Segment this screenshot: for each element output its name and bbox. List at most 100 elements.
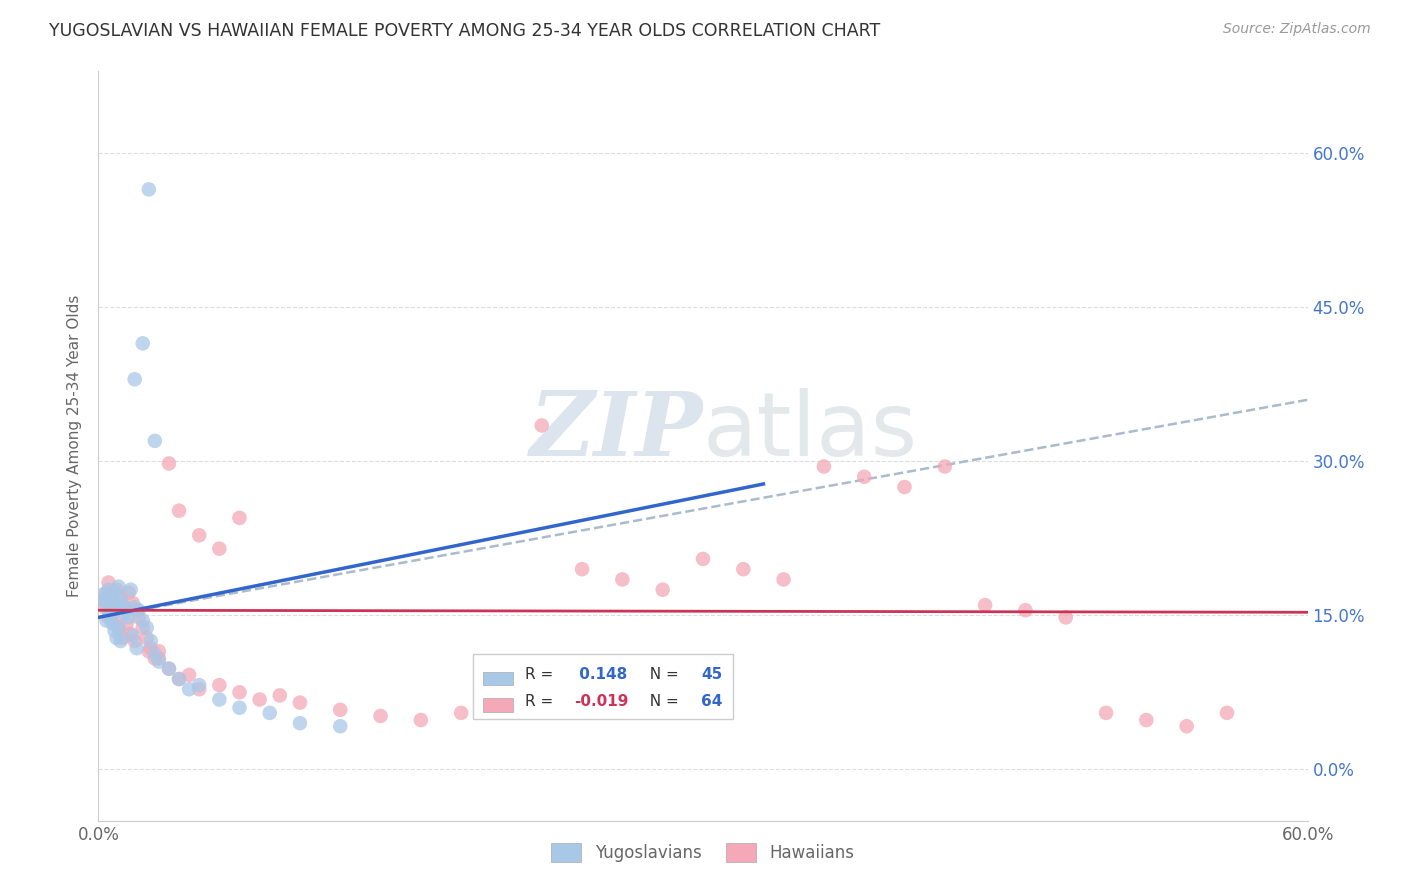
Point — [128, 610, 150, 624]
Point — [111, 598, 134, 612]
Point — [934, 459, 956, 474]
Point — [93, 600, 115, 615]
Point — [107, 580, 129, 594]
Legend: Yugoslavians, Hawaiians: Yugoslavians, Hawaiians — [544, 836, 862, 869]
Point — [128, 603, 150, 617]
Point — [1175, 719, 1198, 733]
Point — [101, 616, 124, 631]
Point — [132, 336, 155, 351]
Point — [188, 678, 211, 692]
Point — [208, 692, 231, 706]
Point — [409, 713, 432, 727]
Point — [1014, 603, 1036, 617]
Text: Source: ZipAtlas.com: Source: ZipAtlas.com — [1223, 22, 1371, 37]
Point — [103, 614, 125, 628]
Point — [139, 641, 162, 656]
Point — [103, 586, 125, 600]
Point — [148, 644, 170, 658]
Point — [148, 655, 170, 669]
Point — [91, 593, 114, 607]
Point — [329, 719, 352, 733]
Point — [329, 703, 352, 717]
Point — [138, 182, 160, 196]
Point — [110, 590, 132, 604]
Point — [1095, 706, 1118, 720]
Point — [96, 586, 118, 600]
Text: ZIP: ZIP — [530, 388, 703, 475]
Point — [121, 596, 143, 610]
Text: YUGOSLAVIAN VS HAWAIIAN FEMALE POVERTY AMONG 25-34 YEAR OLDS CORRELATION CHART: YUGOSLAVIAN VS HAWAIIAN FEMALE POVERTY A… — [49, 22, 880, 40]
Text: -0.019: -0.019 — [574, 693, 628, 708]
Point — [111, 631, 134, 645]
Point — [97, 603, 120, 617]
Point — [228, 685, 250, 699]
Point — [96, 614, 118, 628]
Point — [124, 634, 146, 648]
Point — [530, 418, 553, 433]
Point — [148, 651, 170, 665]
Point — [100, 610, 122, 624]
Text: 64: 64 — [700, 693, 723, 708]
Point — [974, 598, 997, 612]
Point — [105, 631, 128, 645]
FancyBboxPatch shape — [474, 654, 734, 720]
Point — [100, 603, 122, 617]
Point — [893, 480, 915, 494]
Point — [115, 616, 138, 631]
Point — [115, 603, 138, 617]
Text: 0.148: 0.148 — [574, 667, 627, 682]
Point — [288, 716, 311, 731]
Text: atlas: atlas — [703, 387, 918, 475]
Point — [139, 634, 162, 648]
Point — [167, 672, 190, 686]
Point — [132, 621, 155, 635]
Point — [96, 598, 118, 612]
Text: R =: R = — [526, 693, 558, 708]
Point — [103, 624, 125, 638]
Point — [1135, 713, 1157, 727]
Point — [97, 575, 120, 590]
Point — [491, 700, 513, 714]
Point — [120, 627, 142, 641]
Point — [118, 586, 141, 600]
Point — [450, 706, 472, 720]
Point — [120, 582, 142, 597]
Point — [143, 434, 166, 448]
Point — [110, 634, 132, 648]
Point — [249, 692, 271, 706]
Point — [143, 648, 166, 662]
Point — [121, 629, 143, 643]
Point — [107, 621, 129, 635]
Point — [105, 582, 128, 597]
Point — [167, 672, 190, 686]
Point — [259, 706, 281, 720]
Point — [1216, 706, 1239, 720]
FancyBboxPatch shape — [482, 698, 513, 712]
Point — [157, 457, 180, 471]
Point — [100, 590, 122, 604]
Point — [91, 588, 114, 602]
Point — [370, 709, 392, 723]
Point — [288, 696, 311, 710]
Text: N =: N = — [640, 667, 683, 682]
Point — [132, 614, 155, 628]
Text: N =: N = — [640, 693, 683, 708]
Point — [269, 689, 291, 703]
Point — [813, 459, 835, 474]
Point — [114, 607, 136, 621]
Point — [125, 603, 148, 617]
FancyBboxPatch shape — [482, 672, 513, 685]
Point — [101, 600, 124, 615]
Point — [208, 678, 231, 692]
Point — [114, 600, 136, 615]
Point — [124, 372, 146, 386]
Point — [124, 600, 146, 615]
Point — [138, 644, 160, 658]
Point — [167, 503, 190, 517]
Point — [733, 562, 755, 576]
Point — [97, 610, 120, 624]
Point — [188, 682, 211, 697]
Point — [179, 668, 201, 682]
Point — [188, 528, 211, 542]
Point — [143, 651, 166, 665]
